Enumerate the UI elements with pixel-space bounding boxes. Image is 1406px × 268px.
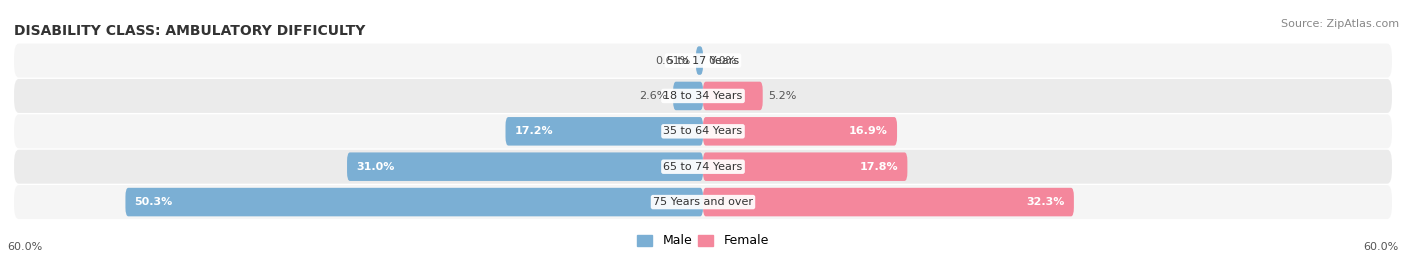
- FancyBboxPatch shape: [14, 79, 1392, 113]
- FancyBboxPatch shape: [125, 188, 703, 216]
- Text: 16.9%: 16.9%: [849, 126, 887, 136]
- Text: 0.61%: 0.61%: [655, 55, 690, 66]
- Text: DISABILITY CLASS: AMBULATORY DIFFICULTY: DISABILITY CLASS: AMBULATORY DIFFICULTY: [14, 24, 366, 38]
- Text: 5 to 17 Years: 5 to 17 Years: [666, 55, 740, 66]
- Text: 65 to 74 Years: 65 to 74 Years: [664, 162, 742, 172]
- FancyBboxPatch shape: [703, 188, 1074, 216]
- Text: 17.8%: 17.8%: [859, 162, 898, 172]
- Text: 60.0%: 60.0%: [7, 242, 42, 252]
- Legend: Male, Female: Male, Female: [633, 229, 773, 252]
- Text: 17.2%: 17.2%: [515, 126, 554, 136]
- FancyBboxPatch shape: [703, 117, 897, 146]
- FancyBboxPatch shape: [696, 46, 703, 75]
- Text: 2.6%: 2.6%: [640, 91, 668, 101]
- FancyBboxPatch shape: [673, 82, 703, 110]
- Text: 35 to 64 Years: 35 to 64 Years: [664, 126, 742, 136]
- FancyBboxPatch shape: [703, 152, 907, 181]
- FancyBboxPatch shape: [14, 150, 1392, 184]
- FancyBboxPatch shape: [14, 114, 1392, 148]
- Text: 75 Years and over: 75 Years and over: [652, 197, 754, 207]
- FancyBboxPatch shape: [703, 82, 762, 110]
- Text: 0.0%: 0.0%: [709, 55, 737, 66]
- Text: 18 to 34 Years: 18 to 34 Years: [664, 91, 742, 101]
- Text: 5.2%: 5.2%: [769, 91, 797, 101]
- Text: Source: ZipAtlas.com: Source: ZipAtlas.com: [1281, 19, 1399, 29]
- Text: 32.3%: 32.3%: [1026, 197, 1064, 207]
- Text: 50.3%: 50.3%: [135, 197, 173, 207]
- FancyBboxPatch shape: [14, 44, 1392, 77]
- FancyBboxPatch shape: [347, 152, 703, 181]
- Text: 31.0%: 31.0%: [356, 162, 395, 172]
- FancyBboxPatch shape: [14, 185, 1392, 219]
- Text: 60.0%: 60.0%: [1364, 242, 1399, 252]
- FancyBboxPatch shape: [506, 117, 703, 146]
